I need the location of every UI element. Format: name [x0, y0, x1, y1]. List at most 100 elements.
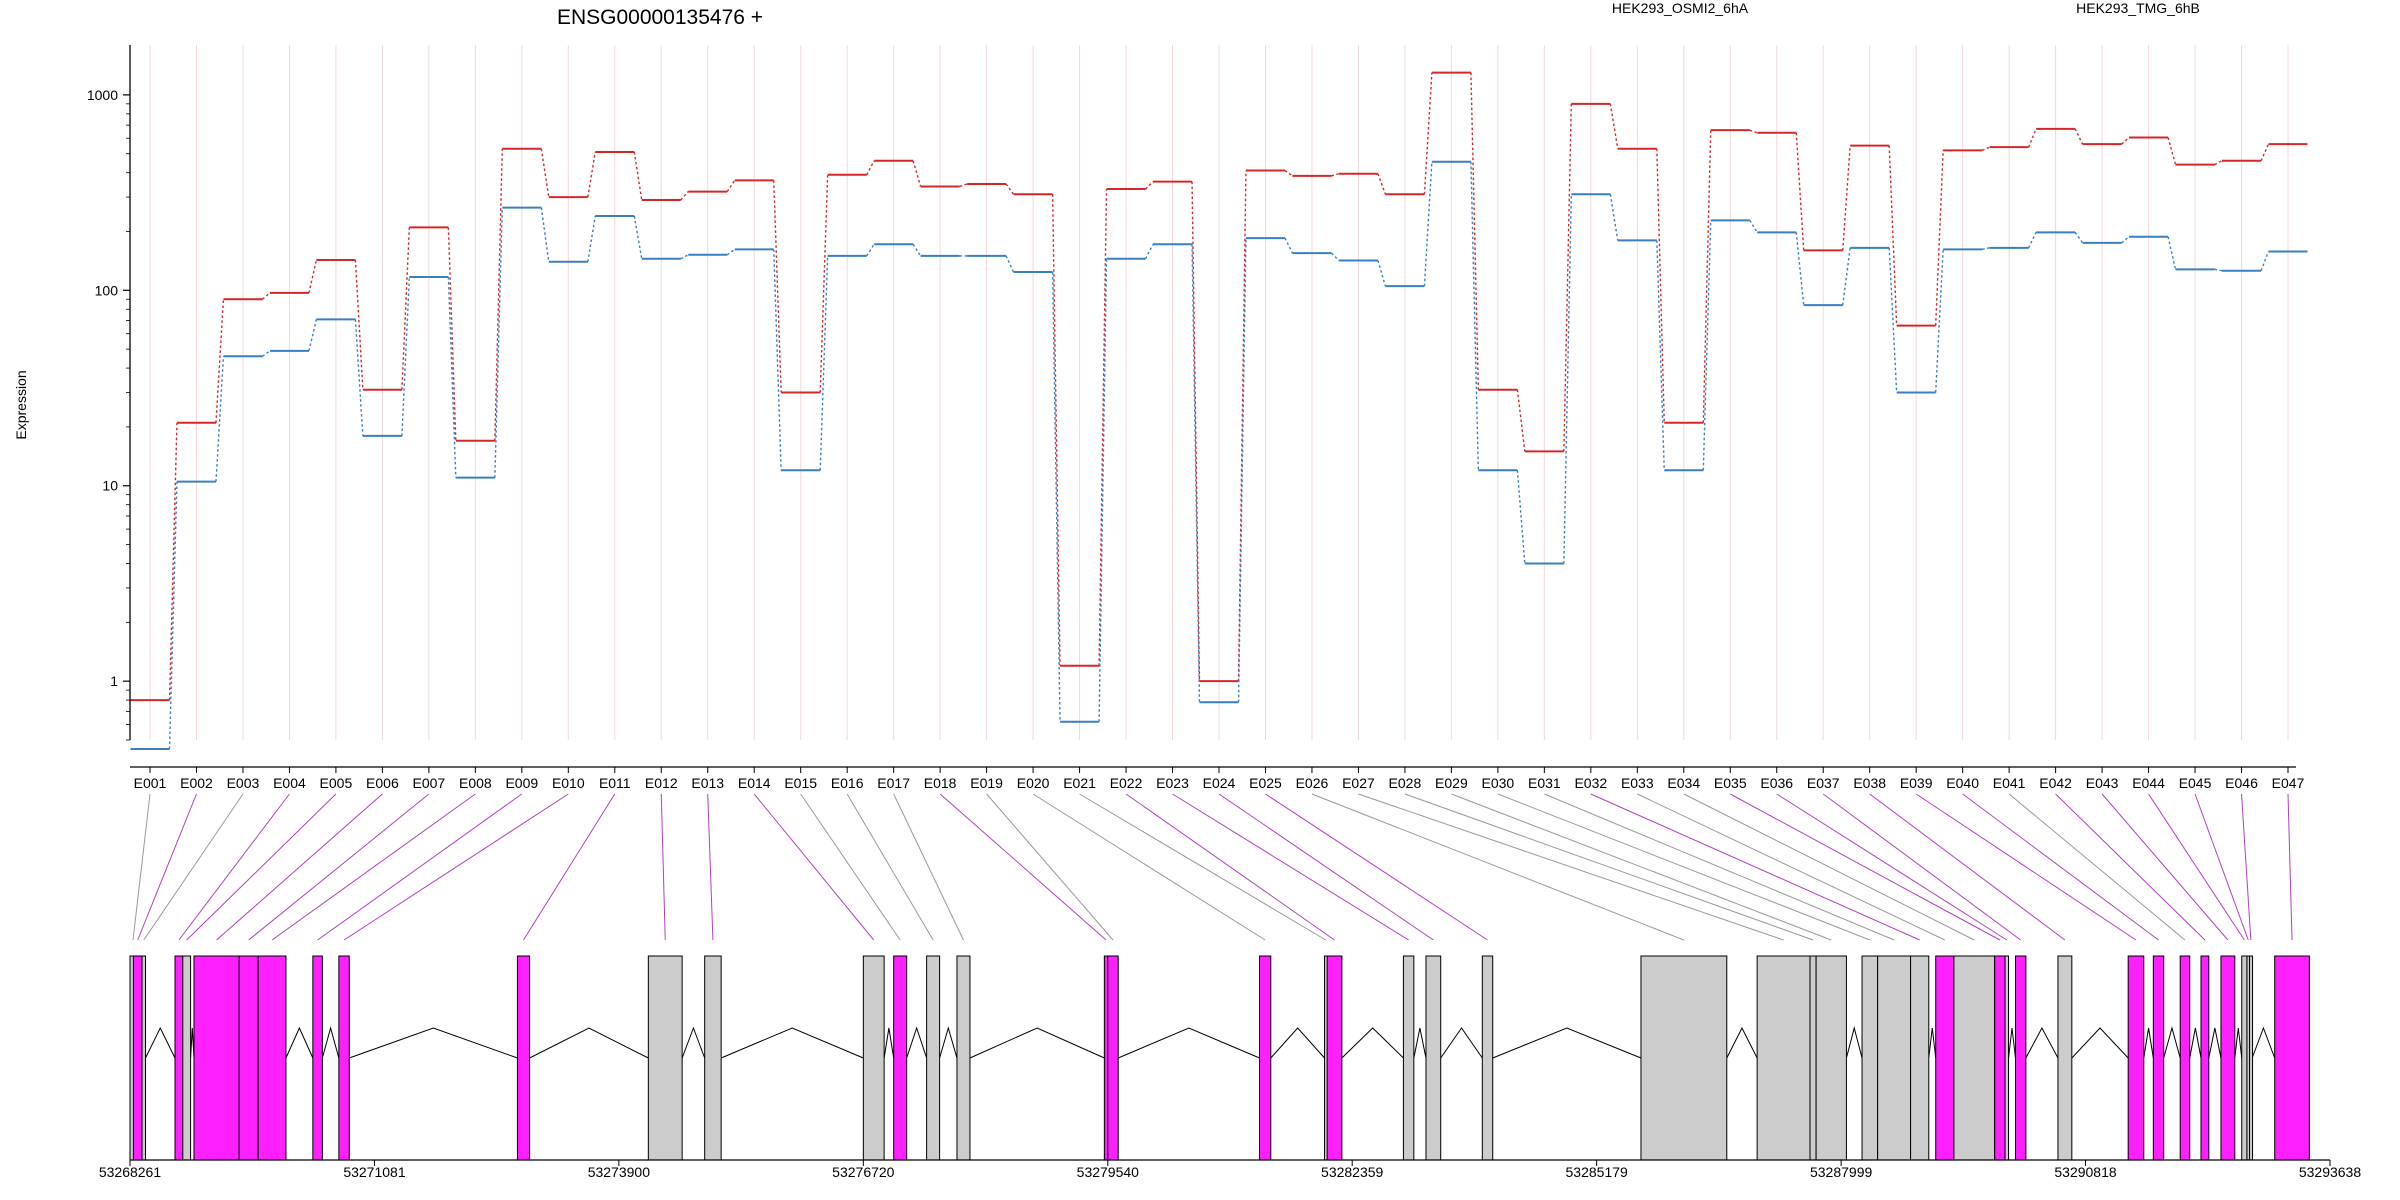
exon-box-e038	[2057, 955, 2073, 1161]
exon-connector-lines	[132, 793, 2293, 941]
intron-line	[1118, 1027, 1260, 1059]
series-1-connector	[1795, 132, 1805, 251]
series-2-connector	[1423, 161, 1433, 287]
series-2-connector	[1098, 258, 1108, 722]
series-1-connector	[540, 148, 550, 198]
exon-box-e039	[2127, 955, 2145, 1161]
exon-box-e043	[2220, 955, 2236, 1161]
intron-line	[681, 1026, 706, 1059]
series-1-connector	[262, 292, 271, 300]
series-2-connector	[1191, 244, 1201, 703]
series-1-connector	[1145, 181, 1154, 190]
series-1-connector	[2028, 128, 2037, 148]
series-1-connector	[633, 151, 643, 201]
series-1-connector	[819, 174, 829, 393]
exon-box-e010	[338, 955, 350, 1161]
x-tick-label-e047: E047	[2272, 775, 2305, 791]
series-2-connector	[1237, 238, 1247, 703]
exon-link-e045	[2194, 793, 2249, 941]
x-tick-label-e032: E032	[1574, 775, 1607, 791]
exon-link-e044	[2148, 793, 2245, 941]
exon-link-e006	[216, 793, 383, 941]
x-tick-label-e006: E006	[366, 775, 399, 791]
x-tick-label-e002: E002	[180, 775, 213, 791]
x-tick-label-e042: E042	[2039, 775, 2072, 791]
x-tick-label-e038: E038	[1853, 775, 1886, 791]
exon-box-e034	[1953, 955, 1996, 1161]
x-tick-label-e012: E012	[645, 775, 678, 791]
series-2-connector	[1609, 194, 1619, 241]
intron-line	[1726, 1026, 1758, 1059]
x-tick-label-e024: E024	[1203, 775, 1236, 791]
series-2-connector	[262, 350, 271, 357]
coordinate-label-53285179: 53285179	[1566, 1164, 1629, 1180]
exon-link-e002	[137, 793, 197, 941]
exon-link-e043	[2101, 793, 2229, 941]
exon-link-e010	[343, 793, 569, 941]
exon-box-e042	[2200, 955, 2210, 1161]
x-tick-label-e013: E013	[691, 775, 724, 791]
x-tick-label-e037: E037	[1807, 775, 1840, 791]
x-tick-label-e018: E018	[924, 775, 957, 791]
exon-link-e022	[1125, 793, 1335, 941]
series-1-connector	[773, 180, 782, 393]
series-1-connector	[308, 259, 318, 294]
exon-box-e031	[1877, 955, 1912, 1161]
x-tick-label-e034: E034	[1667, 775, 1700, 791]
exon-link-e001	[132, 793, 151, 941]
series-1-connector	[587, 151, 596, 198]
series-1-connector	[1749, 129, 1758, 134]
series-2-connector	[1284, 237, 1294, 254]
coordinate-label-53273900: 53273900	[588, 1164, 651, 1180]
exon-link-e014	[753, 793, 875, 941]
y-axis-label: Expression	[13, 370, 29, 439]
exon-link-e046	[2241, 793, 2252, 941]
exon-link-e005	[186, 793, 337, 941]
exon-box-e024	[1425, 955, 1442, 1161]
exon-box-e016	[926, 955, 941, 1161]
series-2-connector	[354, 319, 364, 436]
exon-link-e029	[1451, 793, 1832, 941]
series-2-connector	[308, 319, 318, 352]
intron-line	[2189, 1027, 2202, 1059]
x-tick-label-e004: E004	[273, 775, 306, 791]
exon-link-e040	[1962, 793, 2159, 941]
exon-link-e019	[986, 793, 1114, 941]
series-2-connector	[773, 249, 782, 471]
coordinate-label-53271081: 53271081	[343, 1164, 406, 1180]
y-tick-label-1000: 1000	[87, 87, 118, 103]
exon-link-e030	[1497, 793, 1871, 941]
exon-link-e033	[1637, 793, 1946, 941]
exon-box-e044	[2241, 955, 2248, 1161]
exon-link-e038	[1869, 793, 2066, 941]
intron-line	[720, 1027, 864, 1059]
exon-box-e036	[2004, 955, 2010, 1161]
series-1-connector	[354, 259, 364, 390]
series-1-connector	[1842, 145, 1851, 251]
intron-line	[1341, 1027, 1404, 1059]
series-2-connector	[1330, 252, 1340, 262]
x-tick-label-e005: E005	[320, 775, 353, 791]
series-1-connector	[1098, 188, 1108, 666]
exon-box-e035	[1994, 955, 2006, 1161]
x-tick-label-e046: E046	[2225, 775, 2258, 791]
series-1-connector	[1656, 148, 1665, 423]
intron-line	[1270, 1027, 1325, 1059]
x-axis-category-ticks: E001 E002 E003 E004 E005 E006 E007 E008 E009 E010…	[134, 767, 2305, 791]
series-1-connector	[2167, 137, 2177, 165]
exon-link-e011	[523, 793, 616, 941]
series-2-connector	[726, 248, 736, 256]
x-tick-label-e033: E033	[1621, 775, 1654, 791]
series-1-connector	[866, 160, 875, 176]
exon-box-e009	[312, 955, 323, 1161]
exon-link-e023	[1172, 793, 1409, 941]
intron-line	[2025, 1026, 2059, 1059]
x-tick-label-e041: E041	[1993, 775, 2026, 791]
series-1-connector	[1237, 170, 1247, 682]
coordinate-label-53276720: 53276720	[832, 1164, 895, 1180]
exon-link-e037	[1822, 793, 2021, 941]
series-2-connector	[168, 481, 178, 749]
series-2-connector	[1005, 255, 1015, 273]
exon-link-e009	[317, 793, 523, 941]
